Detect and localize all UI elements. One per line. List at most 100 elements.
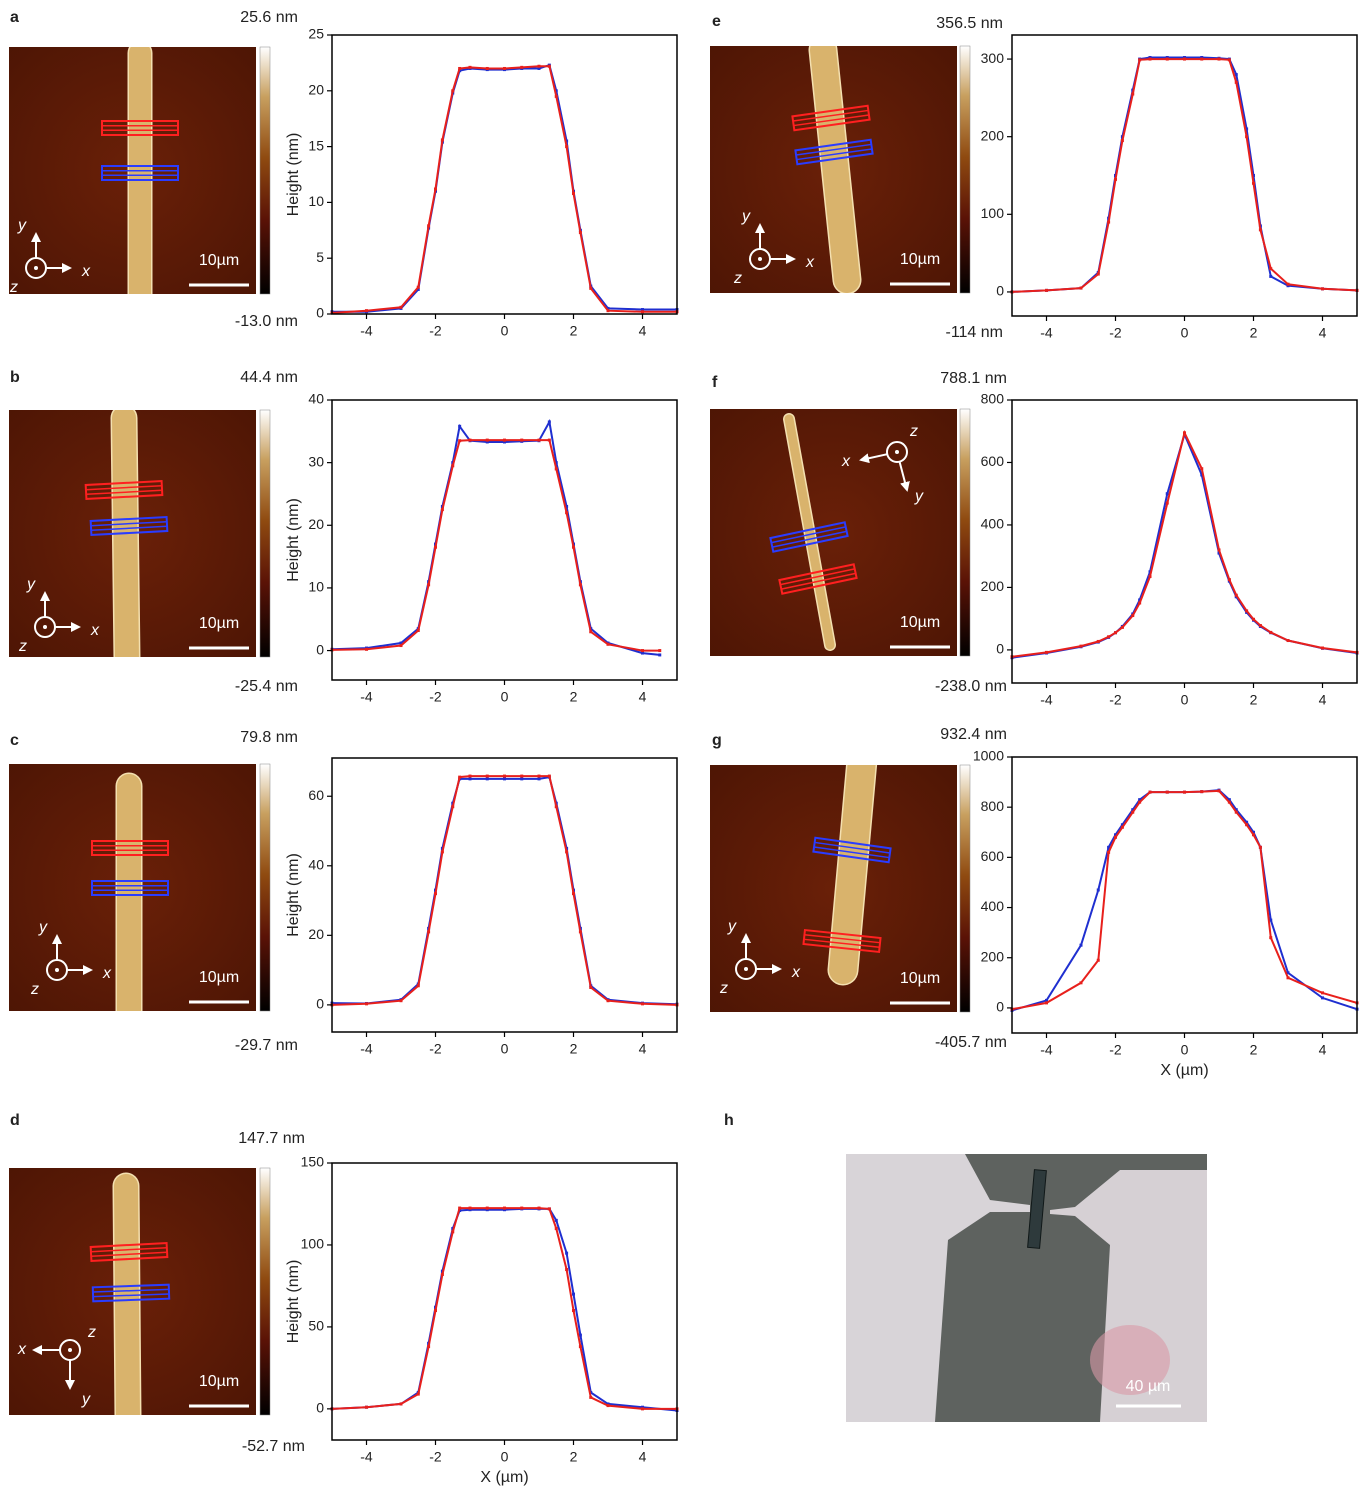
colorbar [259,763,271,1012]
glyph-label: z [87,1324,96,1341]
nanowire [112,410,139,657]
point [554,805,558,809]
point [399,644,403,648]
point [1269,630,1273,634]
point [468,65,472,69]
series-line [332,1207,677,1412]
y-tick-label: 600 [981,848,1005,864]
point [468,1208,472,1212]
point [520,1206,524,1210]
y-tick-label: 5 [316,249,324,265]
point [554,1227,558,1231]
point [641,651,644,655]
point [1269,267,1273,271]
panel-letter: e [712,13,721,30]
point [589,286,593,290]
colorbar-max: 147.7 nm [238,1130,305,1147]
point [458,424,462,428]
point [520,438,524,442]
y-axis-label: Height (nm) [285,1260,302,1344]
point [416,629,420,633]
point [1269,918,1273,922]
roi-outline [91,1283,171,1303]
point [1165,790,1169,794]
colorbar [259,409,271,658]
point [427,1345,431,1349]
point [427,583,431,587]
point [485,440,489,444]
point [578,1333,582,1337]
glyph-label: x [81,263,91,280]
panel-letter: b [10,369,20,386]
x-axis-label: X (µm) [480,1469,528,1486]
point [1286,639,1290,643]
point [434,892,437,896]
x-tick-label: 4 [639,323,647,339]
point [1321,646,1324,650]
point [451,89,455,93]
point [537,64,541,68]
point [1107,850,1111,854]
point [589,985,593,989]
afm-image: x y z 10µm [9,764,256,1011]
colorbar-min: -405.7 nm [935,1034,1007,1051]
point [578,231,582,235]
glyph-dot [68,1348,72,1352]
point [434,545,437,549]
point [503,440,506,444]
x-tick-label: 0 [501,1449,509,1465]
y-tick-label: 0 [316,1400,324,1416]
point [554,1218,558,1222]
point [547,1207,551,1211]
glyph-label: y [741,208,751,225]
x-tick-label: 0 [501,689,509,705]
point [458,439,462,443]
colorbar-min: -25.4 nm [235,678,298,695]
point [1096,888,1100,892]
point [503,777,506,781]
glyph-dot [43,625,47,629]
afm-image: x y z 10µm [710,46,957,293]
roi-line [771,526,846,544]
point [554,94,558,98]
point [485,777,489,781]
x-tick-label: 4 [639,689,647,705]
point [1245,610,1249,614]
point [1148,790,1152,794]
y-tick-label: 150 [301,1154,325,1170]
roi-box [84,479,164,501]
x-tick-label: 0 [501,323,509,339]
point [365,1002,368,1006]
point [458,775,462,779]
nanowire [784,414,835,650]
plot-frame [1011,399,1358,684]
point [1252,617,1255,621]
nanowire [810,46,860,293]
afm-panel: f 788.1 nm -238.0 nm x y z 10µm [710,370,1007,695]
roi-box [91,880,169,896]
glyph-label: x [102,965,112,982]
point [606,999,610,1003]
point [520,774,524,778]
point [641,1407,644,1411]
point [641,310,644,314]
y-tick-label: 0 [316,996,324,1012]
panel-letter: g [712,732,722,749]
x-axis-label: X (µm) [1160,1062,1208,1079]
colorbar-min: -13.0 nm [235,313,298,330]
colorbar [259,46,271,295]
line-chart: -4 -2 0 2 4 0 100 200 300 [981,34,1359,341]
point [547,64,551,68]
point [1200,56,1204,60]
x-tick-label: 4 [1319,325,1327,341]
point [547,420,551,424]
point [1045,1001,1048,1005]
point [1165,492,1169,496]
point [451,464,455,468]
y-tick-label: 15 [308,137,324,153]
plot-frame [331,1162,678,1441]
point [565,504,569,508]
scale-bar-label: 10µm [199,1373,239,1390]
colorbar [959,408,971,657]
